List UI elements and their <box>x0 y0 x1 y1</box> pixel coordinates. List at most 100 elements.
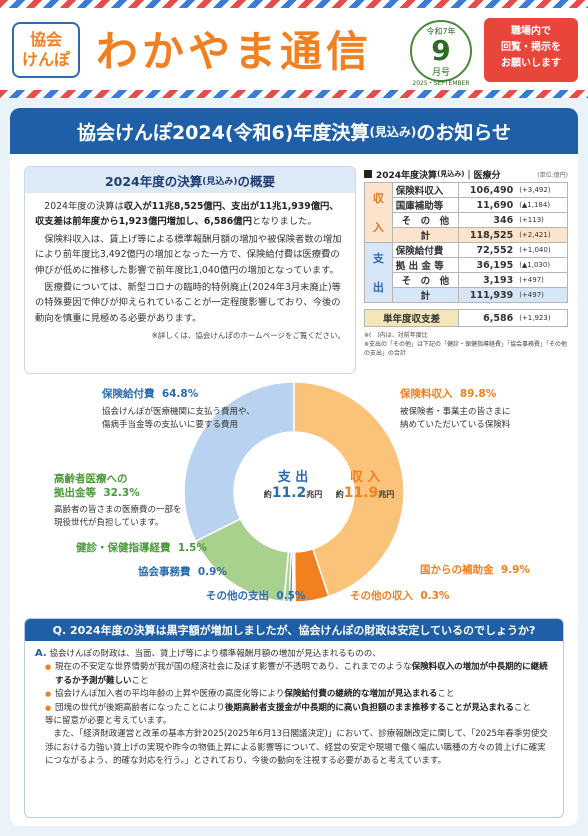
month-en: 2025・SEPTEMBER <box>412 78 470 87</box>
label-admin-text: 協会事務費 <box>138 566 191 578</box>
answer-mid: 等に留意が必要と考えています。 <box>35 715 553 728</box>
answer: A. 協会けんぽの財政は、当面、賃上げ等により標準報酬月額の増加が見込まれるもの… <box>25 641 563 769</box>
circulation-notice: 職場内で 回覧・掲示を お願いします <box>484 18 578 82</box>
row-label: 計 <box>392 228 458 243</box>
label-elderly: 高齢者医療への 拠出金等 32.3% <box>54 472 140 500</box>
label-benefit-text: 保険給付費 <box>102 388 155 400</box>
row-label: そ の 他 <box>392 273 458 288</box>
row-label: そ の 他 <box>392 213 458 228</box>
label-checkup-text: 健診・保健指導経費 <box>76 542 171 554</box>
b1c: こと <box>132 676 149 686</box>
month-suffix: 月号 <box>412 65 470 78</box>
answer-list: 現在の不安定な世界情勢が我が国の経済社会に及ぼす影響が不透明であり、これまでのよ… <box>35 661 553 715</box>
label-premium: 保険料収入 89.8% <box>400 386 496 401</box>
row-change: (+3,492) <box>516 183 567 198</box>
article-title: 協会けんぽ2024(令和6)年度決算 (見込み) のお知らせ <box>10 108 578 154</box>
square-icon <box>364 170 372 178</box>
label-otherexp-text: その他の支出 <box>206 590 269 602</box>
b2c: こと <box>437 689 454 699</box>
title-prefix: 協会けんぽ2024(令和6)年度決算 <box>77 118 369 145</box>
label-subsidy-text: 国からの補助金 <box>420 564 494 576</box>
balance-value: 6,586 <box>459 310 517 327</box>
label-subsidy: 国からの補助金 9.9% <box>420 562 530 577</box>
label-otherexp-pct: 0.5% <box>276 590 305 602</box>
row-label: 保険給付費 <box>392 243 458 258</box>
income-char: 入 <box>373 221 384 234</box>
row-change: (▲1,184) <box>516 198 567 213</box>
p1a: 2024年度の決算は <box>44 201 123 212</box>
row-change: (+497) <box>516 273 567 288</box>
row-value: 11,690 <box>459 198 517 213</box>
label-subsidy-pct: 9.9% <box>501 564 530 576</box>
income-center-label: 収 入 約11.9兆円 <box>332 466 398 501</box>
table-row: そ の 他 3,193 (+497) <box>365 273 568 288</box>
list-item: 現在の不安定な世界情勢が我が国の経済社会に及ぼす影響が不透明であり、これまでのよ… <box>45 661 553 688</box>
label-otherinc: その他の収入 0.3% <box>350 588 449 603</box>
answer-last: また、「経済財政運営と改革の基本方針2025(2025年6月13日閣議決定)」に… <box>35 728 553 768</box>
row-change: (+2,421) <box>516 228 567 243</box>
income-group-label: 収入 <box>365 183 393 243</box>
notice-line: 職場内で <box>484 24 578 40</box>
row-label: 保険料収入 <box>392 183 458 198</box>
table-note: ※( )内は、対前年度比 <box>364 331 568 340</box>
overview-note: ※詳しくは、協会けんぽのホームページをご覧ください。 <box>35 328 345 343</box>
table-note: ※支出の「その他」は下記の「健診・保健指導経費」「協会事務費」「その他の支出」の… <box>364 340 568 358</box>
table-title-small: (見込み) <box>437 169 464 179</box>
b2a: 協会けんぽ加入者の平均年齢の上昇や医療の高度化等により <box>55 689 284 699</box>
row-change: (+497) <box>516 288 567 303</box>
label-benefit-pct: 64.8% <box>162 388 198 400</box>
overview-title: 2024年度の決算 (見込み) の概要 <box>25 167 355 193</box>
answer-intro-text: 協会けんぽの財政は、当面、賃上げ等により標準報酬月額の増加が見込まれるものの、 <box>49 649 380 659</box>
row-value: 106,490 <box>459 183 517 198</box>
table-row-total: 計 111,939 (+497) <box>365 288 568 303</box>
overview-p1: 2024年度の決算は収入が11兆8,525億円、支出が11兆1,939億円、収支… <box>35 199 345 230</box>
row-label: 拠 出 金 等 <box>392 258 458 273</box>
expense-char: 支 <box>373 252 384 265</box>
budget-table: 2024年度決算 (見込み) ｜医療分 (単位:億円) 収入 保険料収入 106,4… <box>364 166 568 378</box>
answer-intro: A. 協会けんぽの財政は、当面、賃上げ等により標準報酬月額の増加が見込まれるもの… <box>35 647 553 661</box>
b3c: こと <box>514 703 531 713</box>
title-small: (見込み) <box>369 123 416 140</box>
overview-p2: 保険料収入は、賃上げ等による標準報酬月額の増加や被保険者数の増加により前年度比3… <box>35 232 345 278</box>
desc-elderly: 高齢者の皆さまの医療費の一部を 現役世代が負担しています。 <box>54 504 182 529</box>
balance-label: 単年度収支差 <box>365 310 459 327</box>
desc-line: 傷病手当金等の支払いに要する費用 <box>102 419 255 432</box>
list-item: 団塊の世代が後期高齢者になったことにより後期高齢者支援金が中長期的に高い負担額の… <box>45 702 553 715</box>
row-label: 計 <box>392 288 458 303</box>
row-value: 111,939 <box>459 288 517 303</box>
expense-char: 出 <box>373 281 384 294</box>
income-char: 収 <box>373 192 384 205</box>
stripe-top <box>0 0 588 8</box>
list-item: 協会けんぽ加入者の平均年齢の上昇や医療の高度化等により保険給付費の継続的な増加が… <box>45 688 553 701</box>
table-row: そ の 他 346 (+113) <box>365 213 568 228</box>
desc-benefit: 協会けんぽが医療機関に支払う費用や、 傷病手当金等の支払いに要する費用 <box>102 406 255 431</box>
desc-line: 納めていただいている保険料 <box>400 419 511 432</box>
table-row: 支出 保険給付費 72,552 (+1,040) <box>365 243 568 258</box>
overview-title-main: 2024年度の決算 <box>105 171 202 190</box>
b3b: 後期高齢者支援金が中長期的に高い負担額のまま推移することが見込まれる <box>225 703 514 713</box>
label-elderly-pct: 32.3% <box>103 487 139 499</box>
table-row: 国庫補助等 11,690 (▲1,184) <box>365 198 568 213</box>
label-otherinc-text: その他の収入 <box>350 590 413 602</box>
overview-box: 2024年度の決算 (見込み) の概要 2024年度の決算は収入が11兆8,525億… <box>24 166 356 374</box>
desc-line: 協会けんぽが医療機関に支払う費用や、 <box>102 406 255 419</box>
balance-change: (+1,923) <box>516 310 567 327</box>
desc-line: 被保険者・事業主の皆さまに <box>400 406 511 419</box>
row-change: (+1,040) <box>516 243 567 258</box>
b2b: 保険給付費の継続的な増加が見込まれる <box>284 689 437 699</box>
row-value: 3,193 <box>459 273 517 288</box>
row-change: (+113) <box>516 213 567 228</box>
stripe-bottom <box>0 90 588 98</box>
overview-body: 2024年度の決算は収入が11兆8,525億円、支出が11兆1,939億円、収支… <box>25 193 355 344</box>
label-admin: 協会事務費 0.9% <box>138 564 227 579</box>
main-article: 協会けんぽ2024(令和6)年度決算 (見込み) のお知らせ 2024年度の決算 (見… <box>10 108 578 826</box>
b3a: 団塊の世代が後期高齢者になったことにより <box>55 703 225 713</box>
label-premium-text: 保険料収入 <box>400 388 453 400</box>
question: Q. 2024年度の決算は黒字額が増加しましたが、協会けんぽの財政は安定している… <box>25 619 563 641</box>
label-premium-pct: 89.8% <box>460 388 496 400</box>
exp-total-unit: 兆円 <box>306 490 322 499</box>
month-badge: 令和7年 9 月号 2025・SEPTEMBER <box>410 20 472 82</box>
income-title: 収 入 <box>332 466 398 485</box>
overview-title-suffix: の概要 <box>238 171 276 190</box>
